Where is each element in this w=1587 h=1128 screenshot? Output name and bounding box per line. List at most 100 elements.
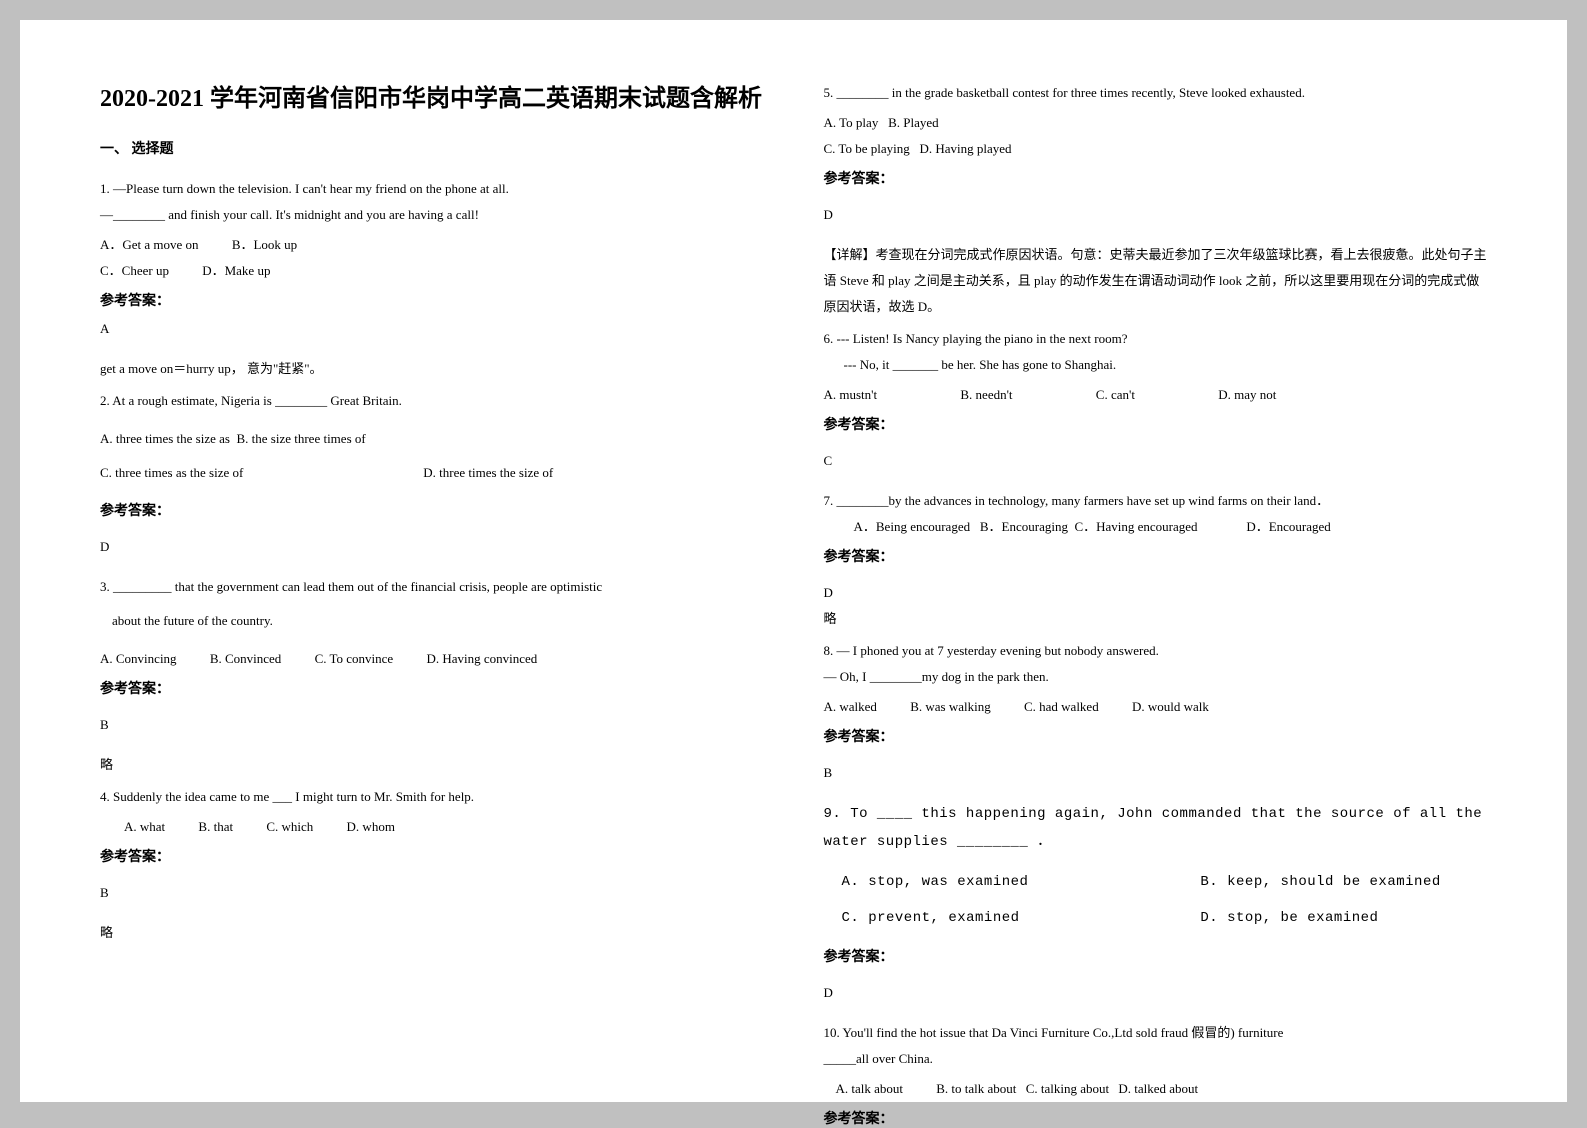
q7-answer: D bbox=[824, 580, 1488, 606]
q7-options: A．Being encouraged B．Encouraging C．Havin… bbox=[824, 514, 1488, 540]
q10-line1: 10. You'll find the hot issue that Da Vi… bbox=[824, 1020, 1488, 1046]
q2-optC: C. three times as the size of bbox=[100, 460, 420, 486]
question-8: 8. — I phoned you at 7 yesterday evening… bbox=[824, 638, 1488, 690]
q6-line2: --- No, it _______ be her. She has gone … bbox=[824, 352, 1488, 378]
question-4: 4. Suddenly the idea came to me ___ I mi… bbox=[100, 784, 764, 810]
q7-answer-label: 参考答案： bbox=[824, 546, 1488, 566]
q8-optD: D. would walk bbox=[1132, 694, 1209, 720]
q5-options-row1: A. To play B. Played bbox=[824, 110, 1488, 136]
q1-optB: B．Look up bbox=[232, 232, 297, 258]
q4-optD: D. whom bbox=[347, 814, 395, 840]
q6-optB: B. needn't bbox=[960, 382, 1012, 408]
q2-answer: D bbox=[100, 534, 764, 560]
q4-optB: B. that bbox=[198, 814, 233, 840]
q8-line1: 8. — I phoned you at 7 yesterday evening… bbox=[824, 638, 1488, 664]
question-7: 7. ________by the advances in technology… bbox=[824, 488, 1488, 514]
q6-options: A. mustn't B. needn't C. can't D. may no… bbox=[824, 382, 1488, 408]
q7-optA: A．Being encouraged bbox=[854, 519, 971, 534]
q2-options-row1: A. three times the size as B. the size t… bbox=[100, 426, 764, 452]
q7-line1: 7. ________by the advances in technology… bbox=[824, 488, 1488, 514]
q3-optB: B. Convinced bbox=[210, 646, 282, 672]
q1-optD: D．Make up bbox=[202, 258, 270, 284]
q8-optB: B. was walking bbox=[910, 694, 991, 720]
q2-optB: B. the size three times of bbox=[236, 431, 365, 446]
right-column: 5. ________ in the grade basketball cont… bbox=[824, 80, 1488, 1042]
q6-optA: A. mustn't bbox=[824, 382, 878, 408]
q1-line1: 1. —Please turn down the television. I c… bbox=[100, 176, 764, 202]
q5-optB: B. Played bbox=[888, 115, 939, 130]
q10-line2: _____all over China. bbox=[824, 1046, 1488, 1072]
q9-optA: A. stop, was examined bbox=[842, 868, 1192, 896]
q9-optB: B. keep, should be examined bbox=[1200, 874, 1440, 890]
q8-optC: C. had walked bbox=[1024, 694, 1099, 720]
q2-optD: D. three times the size of bbox=[423, 460, 553, 486]
left-column: 2020-2021 学年河南省信阳市华岗中学高二英语期末试题含解析 一、 选择题… bbox=[100, 80, 764, 1042]
q7-omit: 略 bbox=[824, 606, 1488, 632]
question-1: 1. —Please turn down the television. I c… bbox=[100, 176, 764, 228]
q3-line1: 3. _________ that the government can lea… bbox=[100, 574, 764, 600]
q9-options-row2: C. prevent, examined D. stop, be examine… bbox=[824, 904, 1488, 932]
q5-answer: D bbox=[824, 202, 1488, 228]
q1-optC: C．Cheer up bbox=[100, 258, 169, 284]
q4-optA: A. what bbox=[124, 814, 165, 840]
q4-line1: 4. Suddenly the idea came to me ___ I mi… bbox=[100, 784, 764, 810]
q8-answer-label: 参考答案： bbox=[824, 726, 1488, 746]
question-9: 9. To ____ this happening again, John co… bbox=[824, 800, 1488, 856]
q5-optC: C. To be playing bbox=[824, 141, 910, 156]
q5-explain: 【详解】考查现在分词完成式作原因状语。句意：史蒂夫最近参加了三次年级篮球比赛，看… bbox=[824, 242, 1488, 320]
q6-line1: 6. --- Listen! Is Nancy playing the pian… bbox=[824, 326, 1488, 352]
q10-optA: A. talk about bbox=[836, 1076, 904, 1102]
q4-omit: 略 bbox=[100, 920, 764, 946]
q5-line1: 5. ________ in the grade basketball cont… bbox=[824, 80, 1488, 106]
q9-line1: 9. To ____ this happening again, John co… bbox=[824, 800, 1488, 856]
page: 2020-2021 学年河南省信阳市华岗中学高二英语期末试题含解析 一、 选择题… bbox=[20, 20, 1567, 1102]
q10-answer-label: 参考答案： bbox=[824, 1108, 1488, 1128]
q5-optD: D. Having played bbox=[919, 141, 1011, 156]
question-5: 5. ________ in the grade basketball cont… bbox=[824, 80, 1488, 106]
q2-optA: A. three times the size as bbox=[100, 431, 230, 446]
q3-optC: C. To convince bbox=[315, 646, 394, 672]
q1-line2: —________ and finish your call. It's mid… bbox=[100, 202, 764, 228]
q3-answer: B bbox=[100, 712, 764, 738]
q4-options: A. what B. that C. which D. whom bbox=[100, 814, 764, 840]
q1-optA: A．Get a move on bbox=[100, 232, 199, 258]
q3-answer-label: 参考答案： bbox=[100, 678, 764, 698]
section-header: 一、 选择题 bbox=[100, 138, 764, 158]
q7-optD: D．Encouraged bbox=[1246, 519, 1330, 534]
q4-answer: B bbox=[100, 880, 764, 906]
q10-optB: B. to talk about bbox=[936, 1076, 1016, 1102]
q8-options: A. walked B. was walking C. had walked D… bbox=[824, 694, 1488, 720]
q2-line1: 2. At a rough estimate, Nigeria is _____… bbox=[100, 388, 764, 414]
q3-line2: about the future of the country. bbox=[100, 608, 764, 634]
question-10: 10. You'll find the hot issue that Da Vi… bbox=[824, 1020, 1488, 1072]
q9-answer-label: 参考答案： bbox=[824, 946, 1488, 966]
q1-explain: get a move on＝hurry up， 意为"赶紧"。 bbox=[100, 356, 764, 382]
question-3: 3. _________ that the government can lea… bbox=[100, 574, 764, 634]
doc-title: 2020-2021 学年河南省信阳市华岗中学高二英语期末试题含解析 bbox=[100, 80, 764, 118]
q9-answer: D bbox=[824, 980, 1488, 1006]
q10-options: A. talk about B. to talk about C. talkin… bbox=[824, 1076, 1488, 1102]
question-2: 2. At a rough estimate, Nigeria is _____… bbox=[100, 388, 764, 414]
q4-optC: C. which bbox=[266, 814, 313, 840]
q6-answer-label: 参考答案： bbox=[824, 414, 1488, 434]
q9-optC: C. prevent, examined bbox=[842, 904, 1192, 932]
q1-options-row2: C．Cheer up D．Make up bbox=[100, 258, 764, 284]
q5-optA: A. To play bbox=[824, 115, 879, 130]
q5-options-row2: C. To be playing D. Having played bbox=[824, 136, 1488, 162]
q6-answer: C bbox=[824, 448, 1488, 474]
q8-line2: — Oh, I ________my dog in the park then. bbox=[824, 664, 1488, 690]
q5-answer-label: 参考答案： bbox=[824, 168, 1488, 188]
q3-optD: D. Having convinced bbox=[426, 646, 537, 672]
q3-omit: 略 bbox=[100, 752, 764, 778]
q8-optA: A. walked bbox=[824, 694, 877, 720]
q6-optD: D. may not bbox=[1218, 387, 1276, 402]
q1-answer: A bbox=[100, 316, 764, 342]
q3-options: A. Convincing B. Convinced C. To convinc… bbox=[100, 646, 764, 672]
q2-answer-label: 参考答案： bbox=[100, 500, 764, 520]
q7-optB: B．Encouraging bbox=[980, 519, 1068, 534]
q4-answer-label: 参考答案： bbox=[100, 846, 764, 866]
q9-options-row1: A. stop, was examined B. keep, should be… bbox=[824, 868, 1488, 896]
q10-optC: C. talking about bbox=[1026, 1076, 1109, 1102]
q8-answer: B bbox=[824, 760, 1488, 786]
q1-options-row1: A．Get a move on B．Look up bbox=[100, 232, 764, 258]
